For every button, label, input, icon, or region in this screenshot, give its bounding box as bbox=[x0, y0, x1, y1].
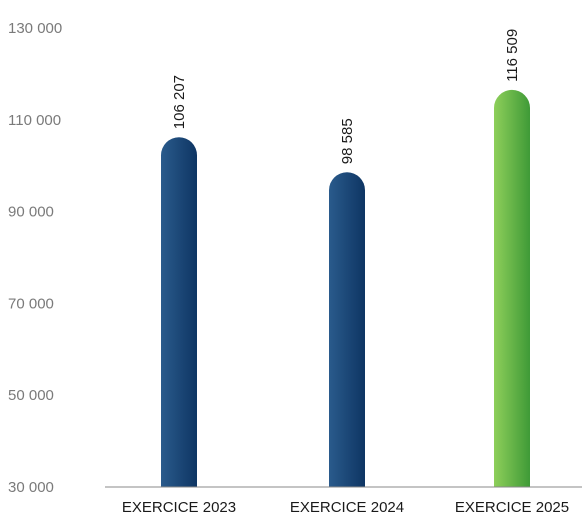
y-tick-label: 110 000 bbox=[8, 112, 61, 129]
bar bbox=[329, 172, 365, 487]
x-tick-label: EXERCICE 2025 bbox=[455, 499, 569, 516]
bar bbox=[494, 89, 530, 487]
data-label: 98 585 bbox=[339, 118, 356, 164]
y-tick-label: 30 000 bbox=[8, 479, 54, 496]
x-tick-label: EXERCICE 2024 bbox=[290, 499, 404, 516]
data-label: 116 509 bbox=[504, 29, 521, 82]
x-tick-label: EXERCICE 2023 bbox=[122, 499, 236, 516]
x-axis-labels: EXERCICE 2023 EXERCICE 2024 EXERCICE 2025 bbox=[122, 499, 569, 516]
y-tick-label: 50 000 bbox=[8, 387, 54, 404]
bars bbox=[161, 89, 530, 487]
y-tick-label: 130 000 bbox=[8, 20, 62, 37]
data-labels: 106 207 98 585 116 509 bbox=[171, 29, 521, 164]
bar bbox=[161, 137, 197, 487]
y-axis-ticks: 30 000 50 000 70 000 90 000 110 000 130 000 bbox=[8, 20, 62, 496]
data-label: 106 207 bbox=[171, 75, 188, 129]
y-tick-label: 90 000 bbox=[8, 204, 54, 221]
y-tick-label: 70 000 bbox=[8, 295, 54, 312]
